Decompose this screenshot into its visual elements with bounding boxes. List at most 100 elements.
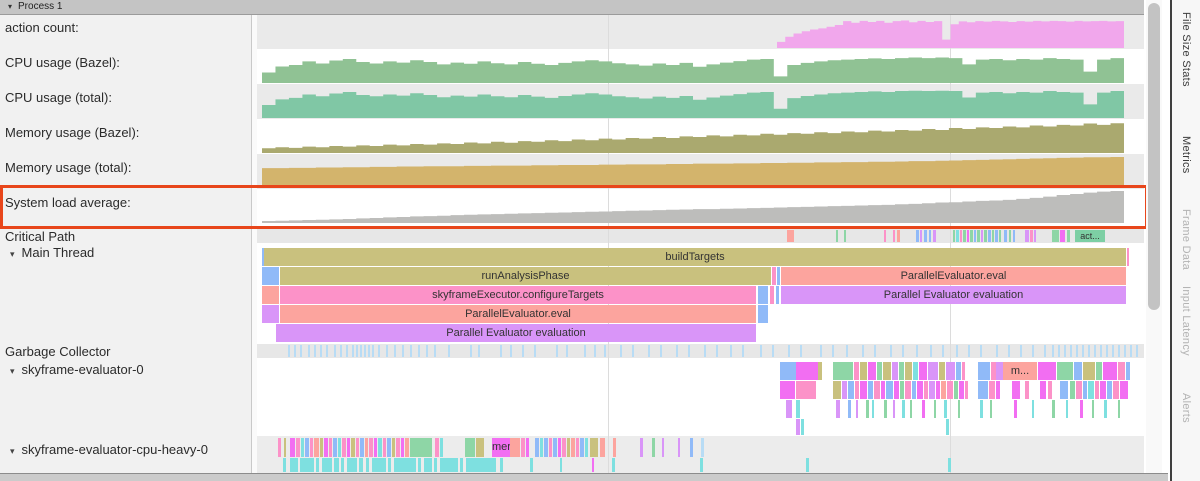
flame-bar-skyframe-evaluator-cpu-heavy-0[interactable] [401,438,404,457]
flame-bar-skyframe-evaluator-cpu-heavy-0[interactable] [585,438,588,457]
trace-event-garbage-collector[interactable] [500,345,502,357]
flame-bar-skyframe-evaluator-0[interactable] [946,362,955,380]
flame-bar-skyframe-evaluator-0[interactable] [924,381,928,399]
trace-event-critical-path[interactable] [1030,230,1033,242]
flame-bar-skyframe-evaluator-cpu-heavy-0[interactable] [342,438,346,457]
flame-bar-skyframe-evaluator-0[interactable] [1057,362,1073,380]
trace-event-critical-path[interactable] [1013,230,1015,242]
trace-event-garbage-collector[interactable] [386,345,388,357]
flame-bar-main-thread[interactable] [262,267,279,285]
flame-bar-skyframe-evaluator-cpu-heavy-0[interactable] [580,438,584,457]
trace-event-garbage-collector[interactable] [1020,345,1022,357]
flame-bar-skyframe-evaluator-cpu-heavy-0[interactable] [690,438,693,457]
trace-event-critical-path[interactable] [916,230,919,242]
flame-bar-skyframe-evaluator-0[interactable] [877,362,882,380]
flame-bar-skyframe-evaluator-0[interactable] [1088,381,1094,399]
trace-event-critical-path[interactable] [844,230,846,242]
flame-bar-skyframe-evaluator-0[interactable] [947,381,953,399]
flame-bar-skyframe-evaluator-cpu-heavy-0[interactable] [558,438,561,457]
flame-bar-skyframe-evaluator-0[interactable] [1092,400,1094,418]
trace-event-critical-path[interactable] [995,230,998,242]
flame-bar-skyframe-evaluator-0[interactable] [1120,381,1128,399]
trace-event-garbage-collector[interactable] [902,345,904,357]
trace-event-garbage-collector[interactable] [916,345,918,357]
flame-bar-skyframe-evaluator-0[interactable] [1012,381,1020,399]
trace-event-garbage-collector[interactable] [360,345,362,357]
trace-event-garbage-collector[interactable] [356,345,358,357]
trace-event-critical-path[interactable] [960,230,962,242]
flame-bar-main-thread[interactable]: ParallelEvaluator.eval [781,267,1126,285]
flame-bar-skyframe-evaluator-cpu-heavy-0[interactable] [500,458,503,472]
trace-event-critical-path[interactable] [999,230,1001,242]
trace-event-garbage-collector[interactable] [1076,345,1078,357]
flame-bar-main-thread[interactable] [758,305,768,323]
trace-event-critical-path[interactable] [929,230,931,242]
process-collapse-icon[interactable]: ▾ [8,2,13,11]
flame-bar-skyframe-evaluator-0[interactable] [1040,381,1046,399]
flame-bar-skyframe-evaluator-cpu-heavy-0[interactable] [338,438,341,457]
flame-bar-skyframe-evaluator-cpu-heavy-0[interactable] [571,438,575,457]
trace-event-garbage-collector[interactable] [846,345,848,357]
flame-bar-main-thread[interactable] [776,286,779,304]
flame-bar-skyframe-evaluator-0[interactable] [1096,362,1102,380]
flame-bar-skyframe-evaluator-0[interactable] [1048,381,1052,399]
flame-bar-skyframe-evaluator-0[interactable] [991,362,996,380]
trace-event-garbage-collector[interactable] [1044,345,1046,357]
vertical-scrollbar-thumb[interactable] [1148,3,1160,310]
flame-bar-skyframe-evaluator-0[interactable] [934,400,936,418]
trace-event-critical-path[interactable] [992,230,994,242]
trace-event-critical-path[interactable] [884,230,886,242]
track-label[interactable]: ▾ skyframe-evaluator-0 [10,362,144,377]
flame-bar-skyframe-evaluator-0[interactable] [944,400,947,418]
flame-bar-skyframe-evaluator-0[interactable] [1060,381,1068,399]
horizontal-scrollbar[interactable] [0,473,1168,481]
flame-bar-skyframe-evaluator-cpu-heavy-0[interactable] [466,458,496,472]
tab-input-latency[interactable]: Input Latency [1180,286,1192,356]
flame-bar-skyframe-evaluator-cpu-heavy-0[interactable] [662,438,664,457]
flame-bar-skyframe-evaluator-0[interactable] [818,362,822,380]
flame-bar-main-thread[interactable]: runAnalysisPhase [280,267,771,285]
trace-event-critical-path[interactable] [988,230,991,242]
flame-bar-main-thread[interactable] [1127,248,1129,266]
flame-bar-skyframe-evaluator-cpu-heavy-0[interactable] [553,438,557,457]
flame-bar-skyframe-evaluator-cpu-heavy-0[interactable] [341,458,344,472]
flame-bar-skyframe-evaluator-0[interactable] [796,362,818,380]
trace-event-garbage-collector[interactable] [510,345,512,357]
tab-metrics[interactable]: Metrics [1180,136,1192,174]
flame-bar-skyframe-evaluator-0[interactable] [980,400,983,418]
trace-event-critical-path[interactable] [977,230,980,242]
flame-bar-skyframe-evaluator-cpu-heavy-0[interactable] [388,458,391,472]
flame-bar-skyframe-evaluator-0[interactable] [913,362,918,380]
trace-event-garbage-collector[interactable] [620,345,622,357]
trace-event-garbage-collector[interactable] [326,345,328,357]
flame-bar-skyframe-evaluator-cpu-heavy-0[interactable] [284,438,286,457]
trace-event-garbage-collector[interactable] [676,345,678,357]
flame-bar-main-thread[interactable] [777,267,780,285]
trace-event-garbage-collector[interactable] [874,345,876,357]
flame-bar-skyframe-evaluator-0[interactable] [883,362,891,380]
flame-bar-skyframe-evaluator-0[interactable] [1126,362,1130,380]
flame-bar-skyframe-evaluator-cpu-heavy-0[interactable] [394,458,416,472]
flame-bar-skyframe-evaluator-0[interactable] [893,400,895,418]
trace-event-critical-path[interactable] [787,230,794,242]
trace-event-garbage-collector[interactable] [320,345,322,357]
trace-event-garbage-collector[interactable] [534,345,536,357]
flame-bar-skyframe-evaluator-cpu-heavy-0[interactable] [356,438,359,457]
flame-bar-skyframe-evaluator-cpu-heavy-0[interactable] [544,438,548,457]
trace-event-critical-path[interactable] [897,230,900,242]
trace-event-garbage-collector[interactable] [478,345,480,357]
process-header-bar[interactable]: ▾ Process 1 [0,0,1144,15]
trace-event-garbage-collector[interactable] [378,345,380,357]
trace-event-garbage-collector[interactable] [1136,345,1138,357]
flame-bar-skyframe-evaluator-0[interactable] [939,362,945,380]
trace-event-critical-path[interactable] [924,230,927,242]
flame-bar-skyframe-evaluator-cpu-heavy-0[interactable] [347,438,350,457]
flame-bar-skyframe-evaluator-cpu-heavy-0[interactable] [612,458,615,472]
trace-event-garbage-collector[interactable] [832,345,834,357]
flame-bar-main-thread[interactable] [758,286,768,304]
flame-bar-skyframe-evaluator-0[interactable] [1118,400,1120,418]
flame-bar-skyframe-evaluator-0[interactable] [899,362,904,380]
flame-bar-skyframe-evaluator-0[interactable] [959,381,964,399]
flame-bar-skyframe-evaluator-0[interactable] [929,381,935,399]
